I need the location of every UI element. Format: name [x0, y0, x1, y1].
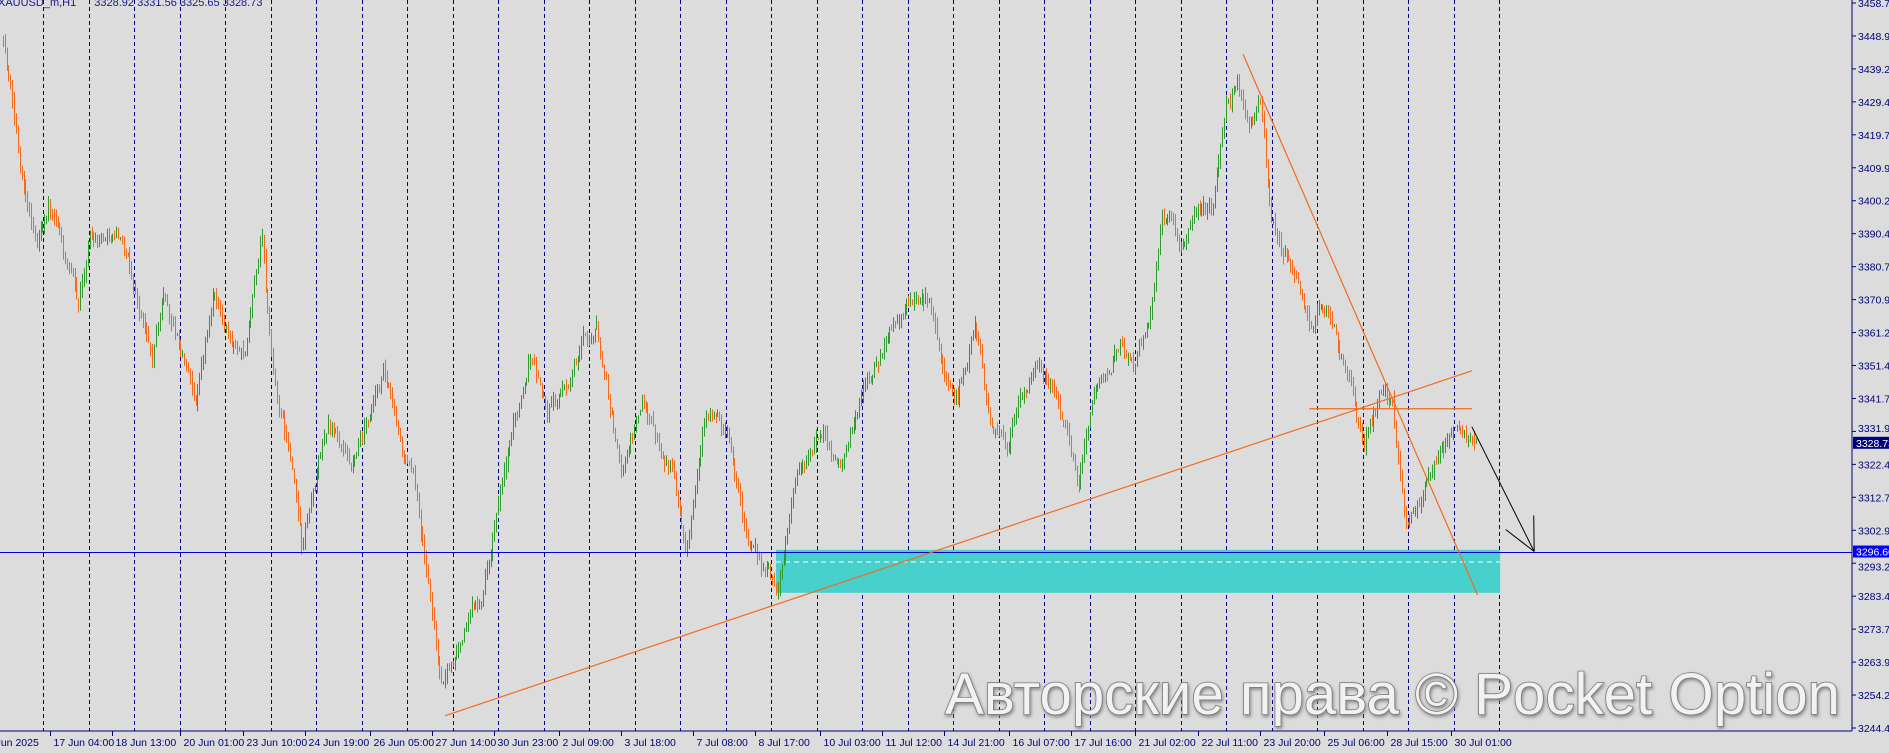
time-tick-label: 23 Jun 10:00 — [247, 737, 308, 749]
time-tick-label: 3 Jul 18:00 — [625, 737, 677, 749]
support-zone[interactable] — [776, 549, 1501, 593]
time-tick-label: 7 Jul 08:00 — [697, 737, 749, 749]
time-tick-label: 30 Jul 01:00 — [1455, 737, 1512, 749]
symbol-timeframe: XAUUSD_m,H1 — [0, 0, 76, 9]
price-tick-label: 3293.20 — [1858, 562, 1889, 574]
trendlines[interactable] — [444, 53, 1479, 717]
price-tick-label: 3273.70 — [1858, 624, 1889, 636]
time-tick-label: 17 Jun 04:00 — [54, 737, 115, 749]
price-tick-label: 3322.45 — [1858, 459, 1889, 471]
level-price-label-box — [1853, 545, 1889, 558]
price-tick-label: 3448.95 — [1858, 31, 1889, 43]
price-tick-label: 3390.45 — [1858, 229, 1889, 241]
forecast-arrow[interactable] — [1471, 426, 1535, 552]
time-tick-label: 26 Jun 05:00 — [374, 737, 435, 749]
watermark: Авторские права © Pocket Option — [945, 662, 1840, 727]
arrow-shaft[interactable] — [1471, 426, 1535, 552]
price-tick-label: 3331.95 — [1858, 423, 1889, 435]
price-tick-label: 3380.70 — [1858, 262, 1889, 274]
time-tick-label: 21 Jul 02:00 — [1139, 737, 1196, 749]
ohlc-values: 3328.92 3331.56 3325.65 3328.73 — [94, 0, 262, 9]
price-tick-label: 3312.70 — [1858, 492, 1889, 504]
price-tick-label: 3302.95 — [1858, 525, 1889, 537]
price-tick-label: 3341.70 — [1858, 393, 1889, 405]
time-tick-label: 16 Jun 2025 — [0, 737, 39, 749]
price-tick-label: 3409.95 — [1858, 163, 1889, 175]
time-tick-label: 27 Jun 14:00 — [436, 737, 497, 749]
time-tick-label: 17 Jul 16:00 — [1075, 737, 1132, 749]
price-tick-label: 3361.20 — [1858, 328, 1889, 340]
level-price-label: 3296.60 — [1856, 547, 1889, 559]
price-tick-label: 3244.45 — [1858, 723, 1889, 735]
arrow-head — [1505, 529, 1535, 552]
time-tick-label: 14 Jul 21:00 — [948, 737, 1005, 749]
price-axis[interactable]: 3458.70 3448.95 3439.20 3429.45 3419.70 3409.… — [1852, 0, 1889, 735]
time-tick-label: 11 Jul 12:00 — [886, 737, 943, 749]
time-tick-label: 25 Jul 06:00 — [1328, 737, 1385, 749]
price-tick-label: 3283.45 — [1858, 591, 1889, 603]
time-tick-label: 20 Jun 01:00 — [184, 737, 245, 749]
trendline[interactable] — [1242, 53, 1479, 596]
chart-title: XAUUSD_m,H1 3328.92 3331.56 3325.65 3328.… — [0, 0, 262, 9]
price-tick-label: 3458.70 — [1858, 0, 1889, 10]
time-tick-label: 22 Jul 11:00 — [1202, 737, 1259, 749]
time-tick-label: 30 Jun 23:00 — [498, 737, 559, 749]
time-tick-label: 18 Jun 13:00 — [116, 737, 177, 749]
price-tick-label: 3400.20 — [1858, 196, 1889, 208]
price-tick-label: 3370.95 — [1858, 295, 1889, 307]
price-tick-label: 3263.95 — [1858, 657, 1889, 669]
time-tick-label: 8 Jul 17:00 — [759, 737, 811, 749]
price-tick-label: 3419.70 — [1858, 130, 1889, 142]
vertical-grid — [43, 0, 1500, 731]
price-tick-label: 3429.45 — [1858, 97, 1889, 109]
price-tick-label: 3351.45 — [1858, 361, 1889, 373]
time-tick-label: 10 Jul 03:00 — [824, 737, 881, 749]
time-tick-label: 23 Jul 20:00 — [1264, 737, 1321, 749]
time-tick-label: 28 Jul 15:00 — [1391, 737, 1448, 749]
current-price-label-box — [1853, 436, 1889, 449]
ohlc-bars — [3, 34, 1477, 689]
time-tick-label: 24 Jun 19:00 — [309, 737, 370, 749]
price-labels: 3328.73 3296.60 — [1853, 436, 1889, 559]
zone-rectangle[interactable] — [776, 549, 1501, 593]
time-tick-label: 16 Jul 07:00 — [1013, 737, 1070, 749]
time-tick-label: 2 Jul 09:00 — [563, 737, 615, 749]
current-price-label: 3328.73 — [1856, 438, 1889, 450]
price-tick-label: 3439.20 — [1858, 64, 1889, 76]
price-tick-label: 3254.20 — [1858, 690, 1889, 702]
trendline[interactable] — [444, 370, 1472, 717]
